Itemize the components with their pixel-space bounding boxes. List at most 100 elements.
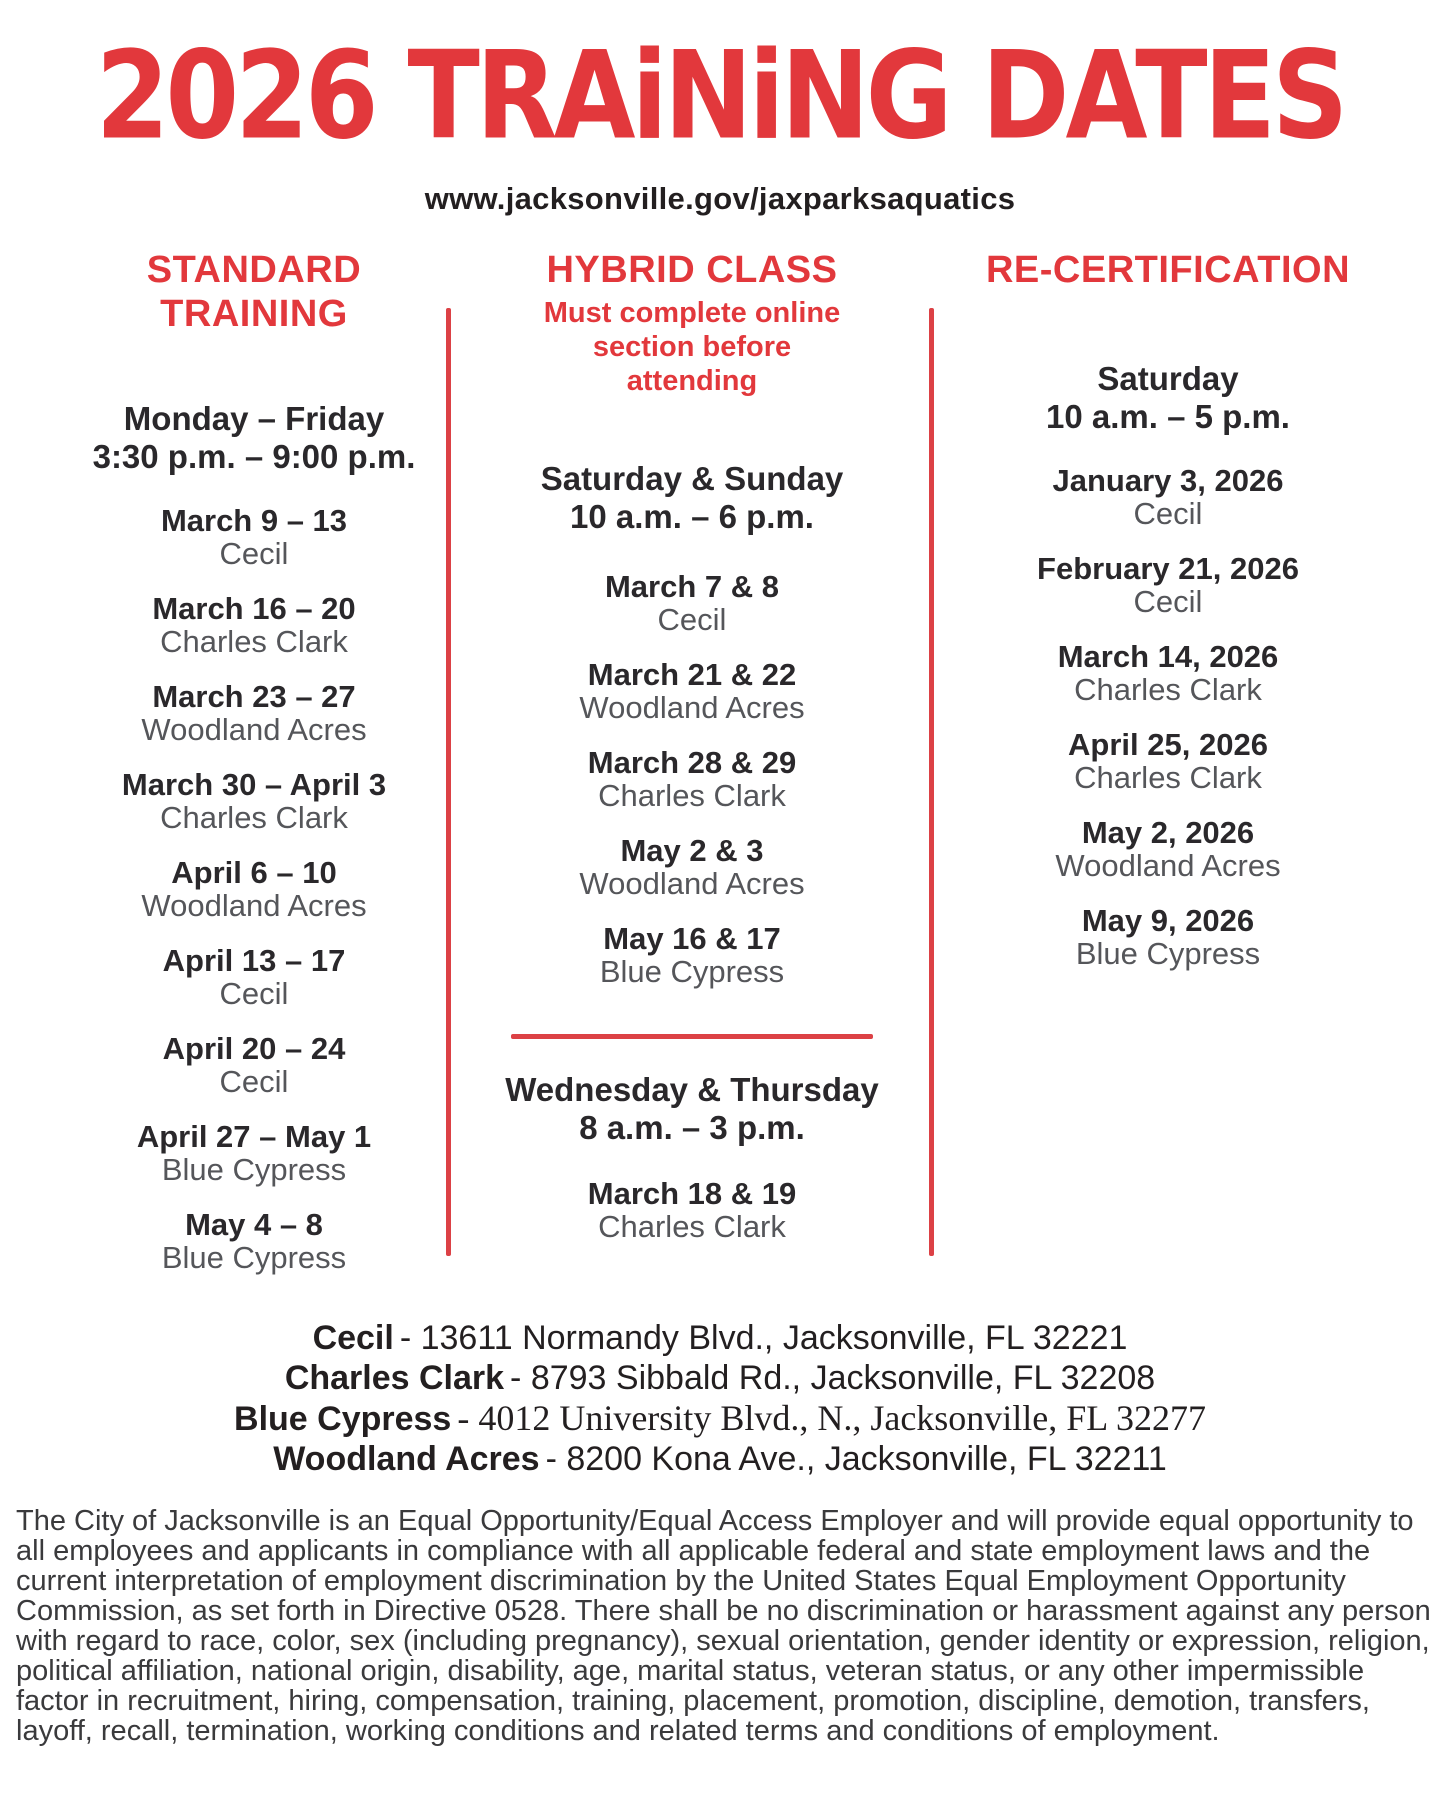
training-entry: May 16 & 17 Blue Cypress bbox=[466, 922, 918, 988]
column-hybrid-class: HYBRID CLASS Must complete online sectio… bbox=[466, 248, 918, 1243]
entry-date: May 16 & 17 bbox=[603, 921, 781, 956]
hybrid-schedule-midweek: Wednesday & Thursday 8 a.m. – 3 p.m. bbox=[466, 1071, 918, 1147]
entry-location: Blue Cypress bbox=[161, 1240, 347, 1275]
column-divider-left bbox=[446, 308, 451, 1256]
entry-location: Cecil bbox=[219, 976, 289, 1011]
entry-location: Woodland Acres bbox=[1055, 848, 1281, 883]
standard-schedule: Monday – Friday 3:30 p.m. – 9:00 p.m. bbox=[78, 400, 430, 476]
entry-date: May 2 & 3 bbox=[620, 833, 764, 868]
entry-location: Woodland Acres bbox=[141, 712, 367, 747]
address-line: Cecil - 13611 Normandy Blvd., Jacksonvill… bbox=[0, 1318, 1440, 1358]
entry-location: Cecil bbox=[219, 1064, 289, 1099]
training-entry: April 27 – May 1 Blue Cypress bbox=[78, 1120, 430, 1186]
training-entry: April 13 – 17 Cecil bbox=[78, 944, 430, 1010]
website-url: www.jacksonville.gov/jaxparksaquatics bbox=[424, 181, 1016, 216]
address-line: Charles Clark - 8793 Sibbald Rd., Jackson… bbox=[0, 1358, 1440, 1398]
entry-date: May 2, 2026 bbox=[1081, 815, 1255, 850]
location-address: - 8793 Sibbald Rd., Jacksonville, FL 322… bbox=[510, 1359, 1156, 1397]
entry-location: Charles Clark bbox=[598, 1209, 786, 1244]
address-line: Woodland Acres - 8200 Kona Ave., Jacksonv… bbox=[0, 1439, 1440, 1479]
location-name: Blue Cypress bbox=[234, 1400, 452, 1438]
hybrid-schedule2-days: Wednesday & Thursday bbox=[505, 1071, 879, 1108]
column-divider-right bbox=[929, 308, 934, 1256]
entry-location: Woodland Acres bbox=[579, 866, 805, 901]
training-entry: May 2 & 3 Woodland Acres bbox=[466, 834, 918, 900]
entry-date: April 13 – 17 bbox=[162, 943, 346, 978]
entry-date: March 9 – 13 bbox=[160, 503, 348, 538]
address-line: Blue Cypress - 4012 University Blvd., N.,… bbox=[0, 1398, 1440, 1439]
column-standard-training: STANDARD TRAINING Monday – Friday 3:30 p… bbox=[78, 248, 430, 1274]
hybrid-schedule-weekend: Saturday & Sunday 10 a.m. – 6 p.m. bbox=[466, 460, 918, 536]
hybrid-schedule1-days: Saturday & Sunday bbox=[540, 460, 844, 497]
recert-schedule-time: 10 a.m. – 5 p.m. bbox=[1046, 398, 1290, 435]
entry-location: Charles Clark bbox=[160, 624, 348, 659]
recert-schedule: Saturday 10 a.m. – 5 p.m. bbox=[942, 360, 1394, 436]
re-certification-header: RE-CERTIFICATION bbox=[985, 249, 1351, 291]
training-entry: April 25, 2026 Charles Clark bbox=[942, 728, 1394, 794]
entry-date: March 28 & 29 bbox=[587, 745, 797, 780]
training-entry: February 21, 2026 Cecil bbox=[942, 552, 1394, 618]
entry-location: Charles Clark bbox=[1074, 760, 1262, 795]
location-name: Woodland Acres bbox=[273, 1440, 540, 1478]
training-entry: March 9 – 13 Cecil bbox=[78, 504, 430, 570]
location-address: - 13611 Normandy Blvd., Jacksonville, FL… bbox=[399, 1319, 1128, 1357]
recert-schedule-days: Saturday bbox=[1097, 360, 1239, 397]
location-address: - 8200 Kona Ave., Jacksonville, FL 32211 bbox=[545, 1440, 1167, 1478]
entry-date: May 9, 2026 bbox=[1081, 903, 1255, 938]
hybrid-schedule1-time: 10 a.m. – 6 p.m. bbox=[570, 498, 814, 535]
training-entry: May 2, 2026 Woodland Acres bbox=[942, 816, 1394, 882]
standard-schedule-days: Monday – Friday bbox=[123, 400, 385, 437]
training-entry: March 21 & 22 Woodland Acres bbox=[466, 658, 918, 724]
hybrid-class-header: HYBRID CLASS bbox=[546, 249, 838, 291]
training-entry: May 9, 2026 Blue Cypress bbox=[942, 904, 1394, 970]
entry-location: Cecil bbox=[1133, 584, 1203, 619]
location-addresses: Cecil - 13611 Normandy Blvd., Jacksonvill… bbox=[0, 1318, 1440, 1479]
entry-date: March 21 & 22 bbox=[587, 657, 797, 692]
entry-location: Blue Cypress bbox=[599, 954, 785, 989]
location-name: Cecil bbox=[312, 1319, 394, 1357]
training-entry: March 18 & 19 Charles Clark bbox=[466, 1177, 918, 1243]
hybrid-note: Must complete online section before atte… bbox=[543, 297, 841, 397]
entry-date: March 16 – 20 bbox=[152, 591, 356, 626]
training-entry: January 3, 2026 Cecil bbox=[942, 464, 1394, 530]
entry-location: Cecil bbox=[219, 536, 289, 571]
entry-location: Woodland Acres bbox=[141, 888, 367, 923]
entry-date: April 20 – 24 bbox=[162, 1031, 346, 1066]
entry-location: Woodland Acres bbox=[579, 690, 805, 725]
training-entry: March 7 & 8 Cecil bbox=[466, 570, 918, 636]
standard-schedule-time: 3:30 p.m. – 9:00 p.m. bbox=[92, 438, 416, 475]
entry-location: Blue Cypress bbox=[1075, 936, 1261, 971]
entry-location: Cecil bbox=[657, 602, 727, 637]
training-entry: March 16 – 20 Charles Clark bbox=[78, 592, 430, 658]
entry-location: Charles Clark bbox=[1074, 672, 1262, 707]
entry-date: February 21, 2026 bbox=[1037, 551, 1299, 586]
entry-date: May 4 – 8 bbox=[185, 1207, 323, 1242]
recert-entries: January 3, 2026 Cecil February 21, 2026 … bbox=[942, 464, 1394, 970]
entry-date: March 30 – April 3 bbox=[121, 767, 387, 802]
training-entry: March 28 & 29 Charles Clark bbox=[466, 746, 918, 812]
training-entry: April 20 – 24 Cecil bbox=[78, 1032, 430, 1098]
training-entry: May 4 – 8 Blue Cypress bbox=[78, 1208, 430, 1274]
hybrid-entries-weekend: March 7 & 8 Cecil March 21 & 22 Woodland… bbox=[466, 570, 918, 988]
training-entry: March 30 – April 3 Charles Clark bbox=[78, 768, 430, 834]
entry-date: March 23 – 27 bbox=[152, 679, 356, 714]
entry-location: Charles Clark bbox=[160, 800, 348, 835]
location-address: - 4012 University Blvd., N., Jacksonvill… bbox=[457, 1398, 1206, 1438]
page-title: 2026 TRAiNiNG DATES bbox=[95, 26, 1349, 167]
entry-date: March 14, 2026 bbox=[1057, 639, 1279, 674]
training-entry: March 14, 2026 Charles Clark bbox=[942, 640, 1394, 706]
standard-entries: March 9 – 13 Cecil March 16 – 20 Charles… bbox=[78, 504, 430, 1274]
entry-date: April 6 – 10 bbox=[171, 855, 337, 890]
entry-location: Cecil bbox=[1133, 496, 1203, 531]
eeo-disclaimer: The City of Jacksonville is an Equal Opp… bbox=[16, 1505, 1431, 1747]
standard-training-header: STANDARD TRAINING bbox=[146, 249, 362, 335]
hybrid-entries-midweek: March 18 & 19 Charles Clark bbox=[466, 1177, 918, 1243]
entry-date: April 27 – May 1 bbox=[136, 1119, 372, 1154]
entry-date: March 18 & 19 bbox=[587, 1176, 797, 1211]
location-name: Charles Clark bbox=[284, 1359, 505, 1397]
entry-date: January 3, 2026 bbox=[1052, 463, 1284, 498]
training-entry: April 6 – 10 Woodland Acres bbox=[78, 856, 430, 922]
entry-date: April 25, 2026 bbox=[1068, 727, 1268, 762]
entry-date: March 7 & 8 bbox=[604, 569, 779, 604]
